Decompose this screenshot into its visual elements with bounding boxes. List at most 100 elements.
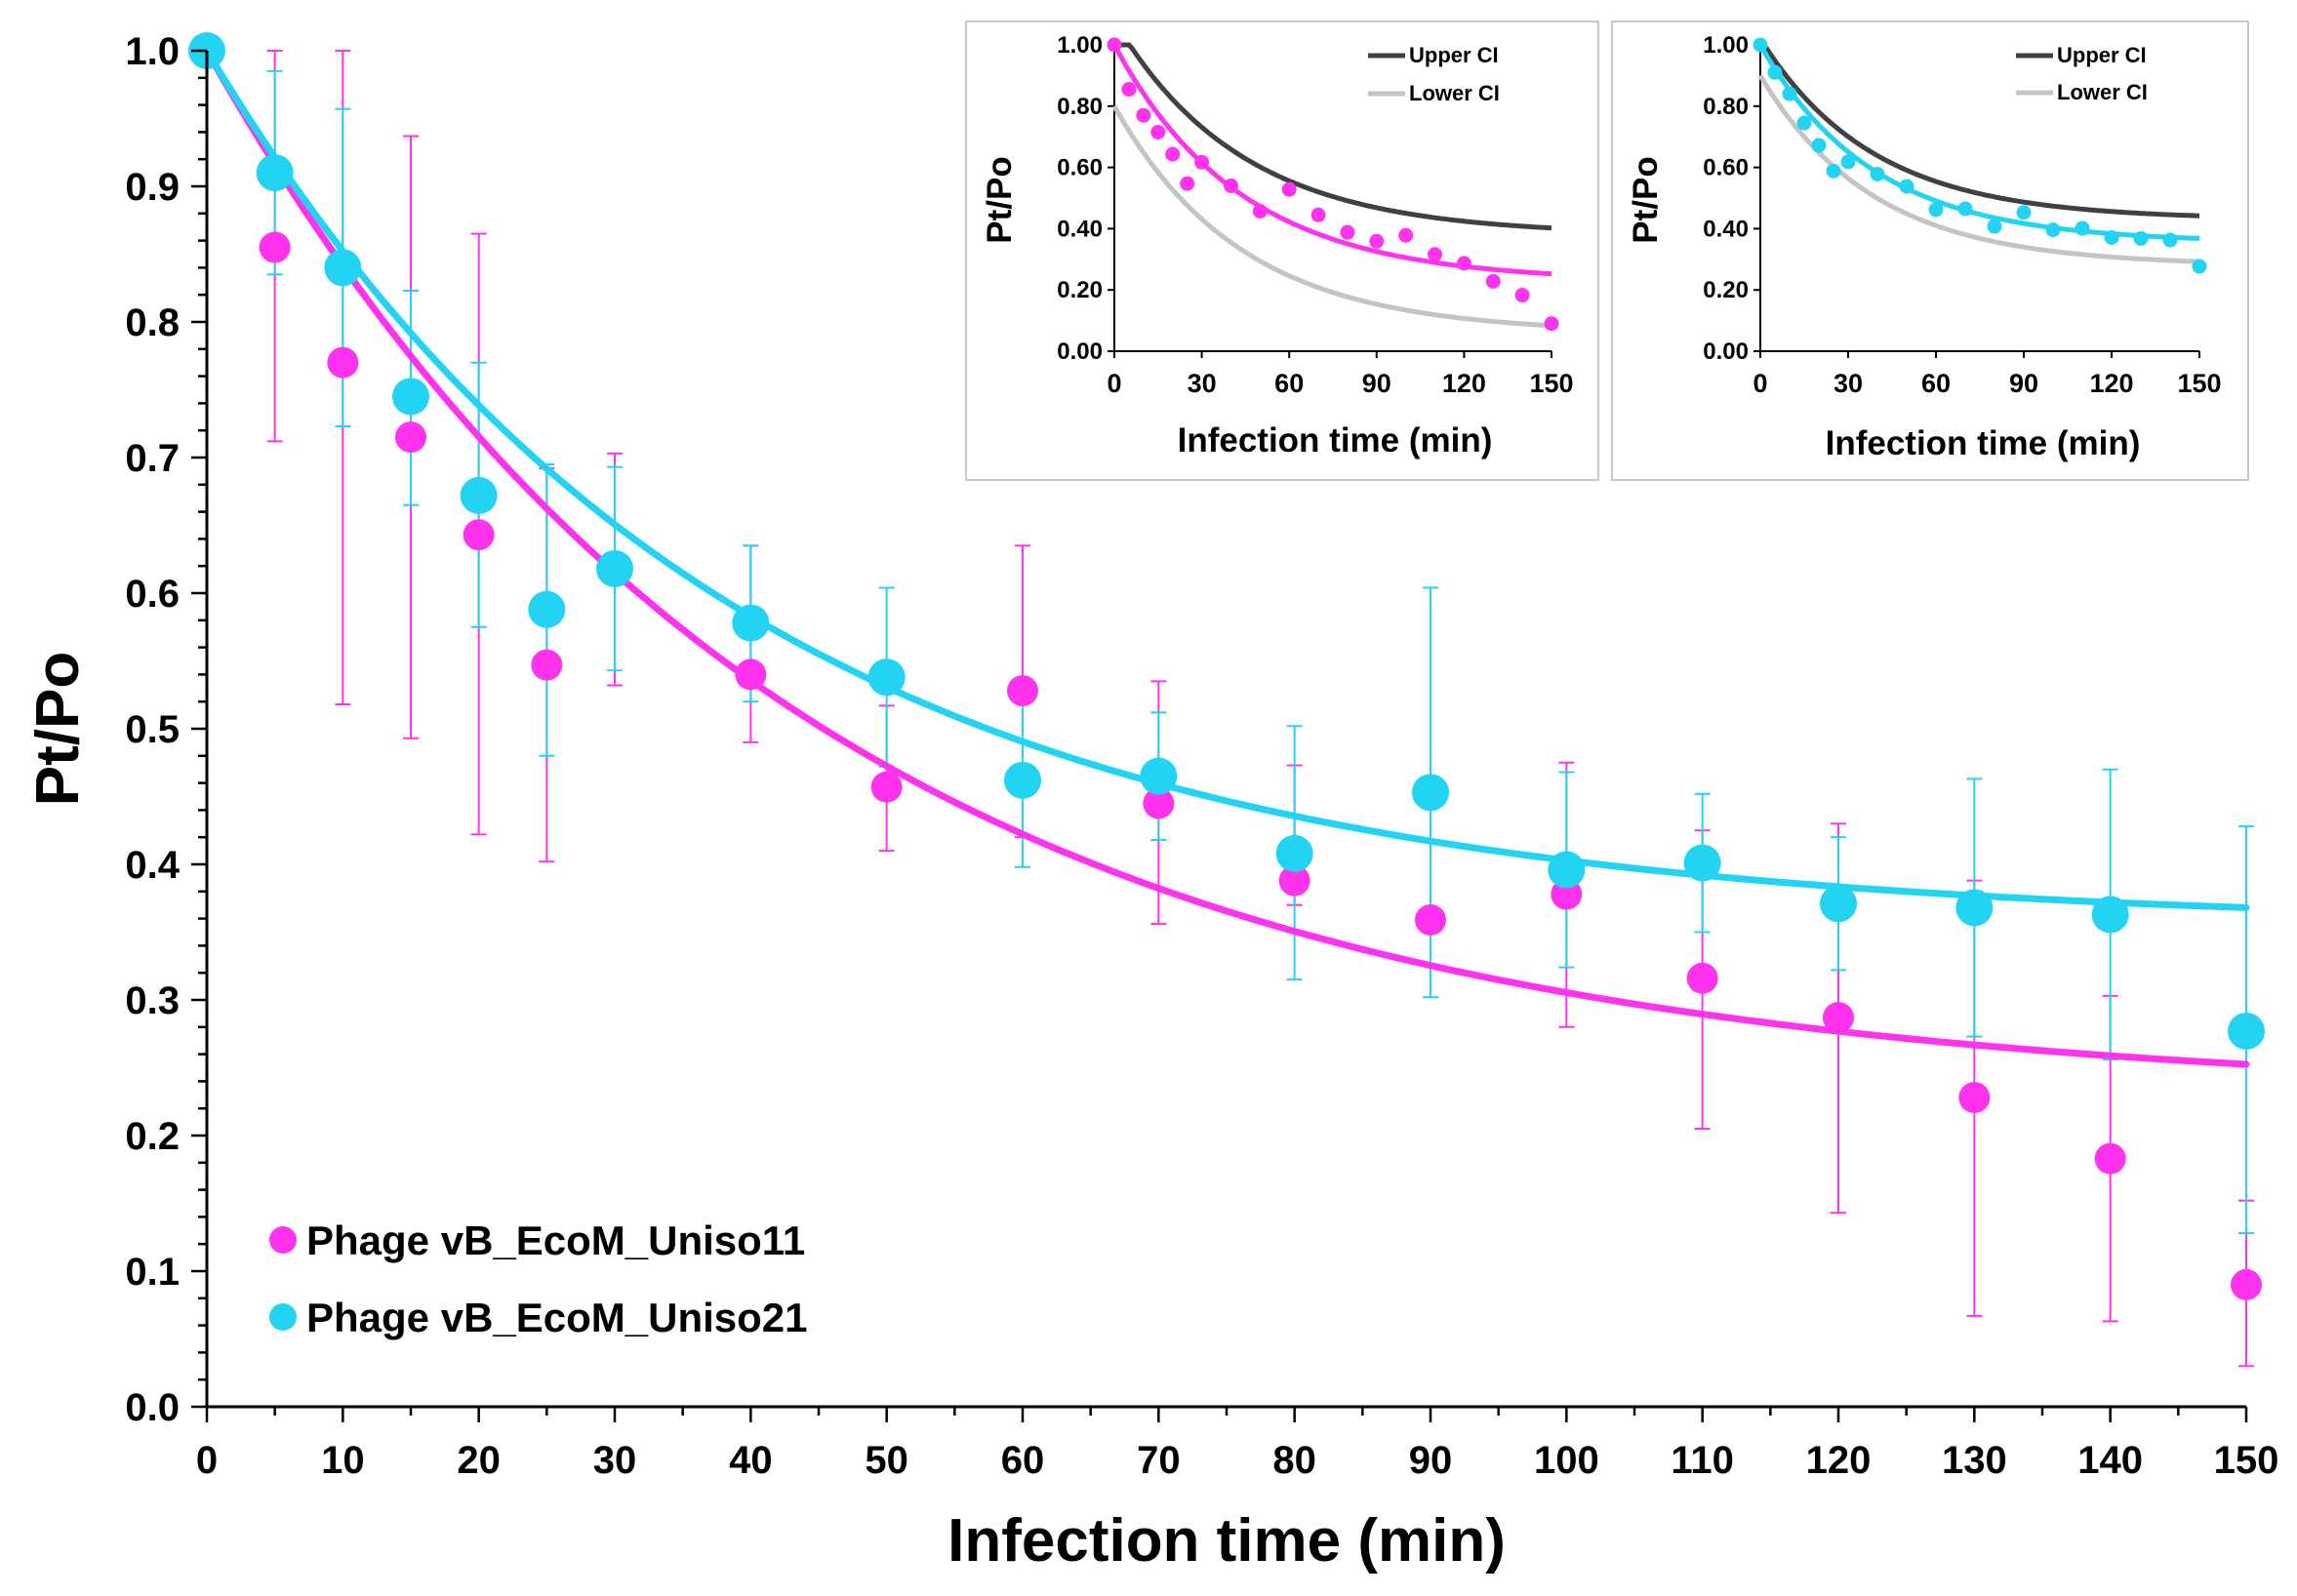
legend: Phage vB_EcoM_Uniso11 Phage vB_EcoM_Unis… [269,1217,808,1340]
y-tick-label: 0.3 [125,979,180,1022]
inset-x-tick-label: 120 [2089,369,2133,398]
inset2-x-axis-label: Infection time (min) [1826,424,2141,462]
inset-data-point [1310,207,1326,222]
inset-data-point [1150,124,1166,140]
inset-data-point [1811,138,1827,153]
y-tick-label: 0.9 [125,166,180,209]
inset1-y-axis-label: Pt/Po [981,156,1019,243]
inset-fit-curve [1757,43,2200,241]
y-tick-label: 0.1 [125,1251,180,1294]
data-point-uniso21 [1683,844,1721,882]
y-tick-label: 0.6 [125,573,180,616]
inset-x-tick-label: 90 [2009,369,2038,398]
x-axis-label: Infection time (min) [947,1507,1506,1575]
y-tick-label: 0.7 [125,437,180,480]
data-point-uniso21 [1548,851,1586,889]
inset-data-point [1398,227,1414,243]
inset2-plot: 0 30 60 90 120 150 0.00 0.20 0.40 0.60 0.80 1.00 [1703,32,2221,398]
inset-x-tick-label: 0 [1107,369,1121,398]
inset-data-point [1987,219,2002,234]
x-tick-label: 50 [865,1439,908,1482]
inset2-y-axis-label: Pt/Po [1627,156,1665,243]
inset-x-tick-label: 150 [2177,369,2221,398]
data-point-uniso11 [463,519,495,551]
inset-data-point [1136,107,1151,123]
data-point-uniso11 [1686,962,1718,994]
data-point-uniso21 [1955,889,1994,927]
inset-upper-ci-curve [1114,42,1552,231]
inset-data-point [1514,288,1530,303]
main-data-points [188,32,2265,1300]
x-tick-label: 60 [1001,1439,1045,1482]
x-tick-label: 80 [1272,1439,1316,1482]
y-tick-label: 0.0 [125,1386,180,1429]
x-tick-label: 100 [1534,1439,1599,1482]
inset-y-tick-label: 0.40 [1057,216,1103,242]
data-point-uniso21 [392,378,429,416]
x-tick-label: 90 [1409,1439,1453,1482]
inset-uniso21: 0 30 60 90 120 150 0.00 0.20 0.40 0.60 0.80 1.00 Up… [1611,20,2249,481]
inset-y-tick-label: 0.20 [1057,277,1103,303]
data-point-uniso21 [1412,774,1449,812]
data-point-uniso21 [256,154,294,192]
inset-fit-curve [1111,43,1552,277]
y-tick-label: 0.4 [125,844,180,887]
data-point-uniso21 [1820,885,1857,923]
y-tick-label: 1.0 [125,30,180,73]
inset-x-tick-label: 30 [1188,369,1217,398]
inset-data-point [1782,86,1797,101]
fit-curve-uniso11 [203,47,2250,1068]
inset-y-tick-label: 1.00 [1703,32,1749,59]
data-point-uniso21 [596,549,633,587]
inset-data-point [2075,220,2090,236]
x-tick-label: 150 [2214,1439,2279,1482]
legend-marker-uniso11 [269,1226,297,1254]
legend-label-uniso11: Phage vB_EcoM_Uniso11 [306,1217,805,1263]
inset-data-point [1252,204,1268,219]
inset-data-point [2192,259,2207,274]
inset1-legend-lower-label: Lower CI [1409,81,1500,105]
inset2-legend-lower-label: Lower CI [2057,80,2148,104]
data-point-uniso11 [259,231,291,263]
data-point-uniso21 [732,604,770,642]
inset-x-tick-label: 60 [1274,369,1304,398]
inset2-frame [1611,20,2249,481]
inset-lower-ci-curve [1111,104,1552,329]
x-tick-label: 30 [593,1439,637,1482]
data-point-uniso11 [395,421,426,454]
main-plot: 0 10 20 30 40 50 60 70 80 90 100 110 120 130 140 150 0.… [24,30,2278,1575]
inset1-x-axis-label: Infection time (min) [1178,421,1493,459]
data-point-uniso21 [1140,757,1178,795]
inset-x-tick-label: 60 [1921,369,1951,398]
legend-label-uniso21: Phage vB_EcoM_Uniso21 [306,1295,808,1340]
inset-y-tick-label: 0.00 [1057,339,1103,365]
data-point-uniso11 [327,346,359,379]
inset-y-tick-label: 0.60 [1703,155,1749,181]
inset-data-point [1544,316,1559,332]
inset-data-point [1121,82,1137,98]
inset-data-point [2016,205,2032,220]
x-tick-label: 130 [1942,1439,2007,1482]
data-point-uniso11 [870,771,903,803]
inset-y-tick-label: 0.80 [1057,94,1103,120]
inset-data-point [1456,256,1471,271]
y-tick-label: 0.2 [125,1115,180,1158]
inset-x-tick-label: 120 [1442,369,1486,398]
x-tick-label: 110 [1671,1439,1734,1482]
inset-data-point [1767,64,1783,80]
data-point-uniso21 [2228,1012,2265,1050]
inset-y-tick-label: 0.00 [1703,339,1749,365]
inset2-legend: Upper CI Lower CI [2016,43,2148,104]
inset-data-point [1180,176,1195,191]
x-tick-label: 140 [2077,1439,2143,1482]
y-tick-label: 0.5 [125,708,180,751]
inset-data-point [1826,163,1841,179]
inset-data-point [1840,154,1856,170]
inset-data-point [1194,154,1210,170]
inset-y-tick-label: 0.80 [1703,94,1749,120]
inset-data-point [1428,247,1443,262]
inset-data-point [1107,37,1122,53]
data-point-uniso21 [2091,896,2129,934]
inset2-legend-upper-label: Upper CI [2057,43,2147,67]
